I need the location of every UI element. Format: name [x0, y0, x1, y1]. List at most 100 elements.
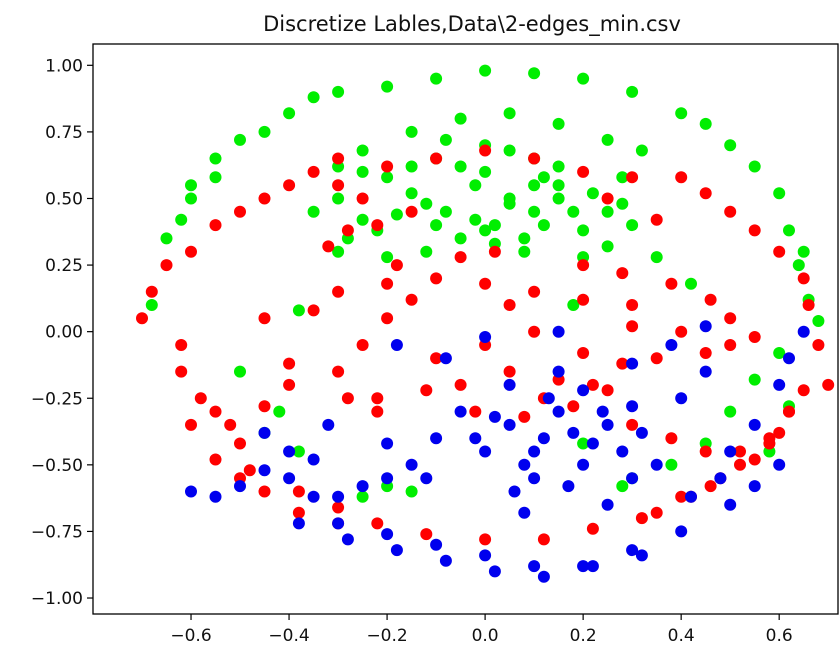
scatter-point: [537, 533, 550, 546]
scatter-point: [332, 85, 345, 98]
scatter-point: [234, 365, 246, 378]
scatter-point: [562, 480, 575, 493]
scatter-point: [503, 365, 516, 378]
scatter-point: [577, 384, 590, 397]
y-tick-label: 0.50: [45, 189, 83, 209]
scatter-point: [371, 405, 384, 418]
x-tick-label: −0.4: [268, 626, 309, 646]
scatter-point: [160, 259, 173, 272]
scatter-point: [773, 187, 786, 200]
scatter-point: [537, 570, 550, 583]
scatter-point: [635, 549, 648, 562]
scatter-point: [390, 208, 403, 221]
scatter-point: [469, 179, 482, 192]
scatter-point: [577, 458, 590, 471]
scatter-point: [773, 347, 786, 359]
scatter-point: [537, 171, 550, 184]
scatter-point: [454, 378, 467, 391]
scatter-point: [332, 179, 345, 192]
scatter-point: [430, 72, 443, 85]
scatter-point: [567, 299, 580, 311]
scatter-point: [577, 165, 590, 178]
scatter-point: [209, 152, 222, 165]
scatter-point: [234, 205, 246, 218]
scatter-point: [371, 392, 384, 405]
scatter-point: [626, 544, 639, 557]
scatter-point: [699, 347, 712, 359]
scatter-point: [734, 445, 746, 458]
scatter-point: [601, 384, 614, 397]
y-tick-label: 0.00: [45, 323, 83, 343]
scatter-point: [430, 352, 443, 365]
scatter-point: [601, 418, 614, 431]
y-tick-label: −0.75: [31, 522, 83, 542]
scatter-point: [136, 312, 148, 325]
scatter-point: [439, 352, 452, 365]
scatter-point: [665, 339, 678, 351]
scatter-point: [381, 160, 394, 173]
scatter-point: [783, 224, 795, 237]
scatter-point: [665, 277, 678, 290]
scatter-point: [812, 315, 825, 327]
scatter-point: [258, 464, 271, 477]
plot-frame: [92, 43, 839, 615]
scatter-point: [528, 67, 541, 80]
scatter-point: [601, 133, 614, 146]
scatter-point: [283, 179, 296, 192]
scatter-point: [469, 405, 482, 418]
scatter-point: [650, 506, 663, 519]
scatter-point: [341, 392, 354, 405]
scatter-point: [675, 392, 688, 405]
scatter-point: [283, 378, 296, 391]
scatter-point: [626, 400, 639, 413]
scatter-point: [307, 453, 320, 466]
scatter-point: [724, 445, 737, 458]
scatter-point: [479, 165, 492, 178]
scatter-point: [307, 165, 320, 178]
scatter-point: [773, 378, 786, 391]
scatter-point: [704, 293, 717, 306]
scatter-point: [332, 490, 345, 503]
scatter-point: [577, 259, 590, 272]
scatter-point: [601, 192, 614, 205]
scatter-point: [675, 525, 688, 538]
scatter-point: [537, 432, 550, 445]
scatter-point: [356, 144, 369, 157]
scatter-point: [704, 480, 717, 493]
scatter-point: [626, 418, 639, 431]
scatter-point: [341, 533, 354, 546]
scatter-point: [552, 405, 565, 418]
scatter-point: [479, 445, 492, 458]
scatter-point: [797, 245, 810, 258]
scatter-point: [420, 528, 433, 541]
scatter-point: [748, 418, 761, 431]
scatter-point: [356, 192, 369, 205]
scatter-point: [665, 432, 678, 445]
scatter-point: [537, 219, 550, 232]
scatter-point: [307, 91, 320, 104]
scatter-point: [528, 325, 541, 338]
scatter-point: [528, 152, 541, 165]
scatter-point: [273, 405, 286, 418]
scatter-point: [586, 522, 599, 535]
scatter-point: [175, 339, 188, 351]
scatter-point: [479, 331, 492, 343]
scatter-point: [234, 437, 246, 450]
scatter-point: [626, 320, 639, 333]
scatter-point: [812, 339, 825, 351]
scatter-point: [724, 205, 737, 218]
scatter-point: [488, 245, 501, 258]
scatter-point: [454, 251, 467, 264]
scatter-point: [371, 517, 384, 530]
scatter-point: [322, 240, 335, 253]
scatter-point: [307, 490, 320, 503]
scatter-point: [518, 232, 531, 245]
scatter-point: [430, 219, 443, 232]
scatter-point: [748, 373, 761, 386]
scatter-point: [797, 325, 810, 338]
scatter-point: [209, 171, 222, 184]
scatter-point: [567, 426, 580, 439]
scatter-point: [601, 498, 614, 511]
scatter-point: [724, 139, 737, 152]
scatter-point: [542, 392, 555, 405]
